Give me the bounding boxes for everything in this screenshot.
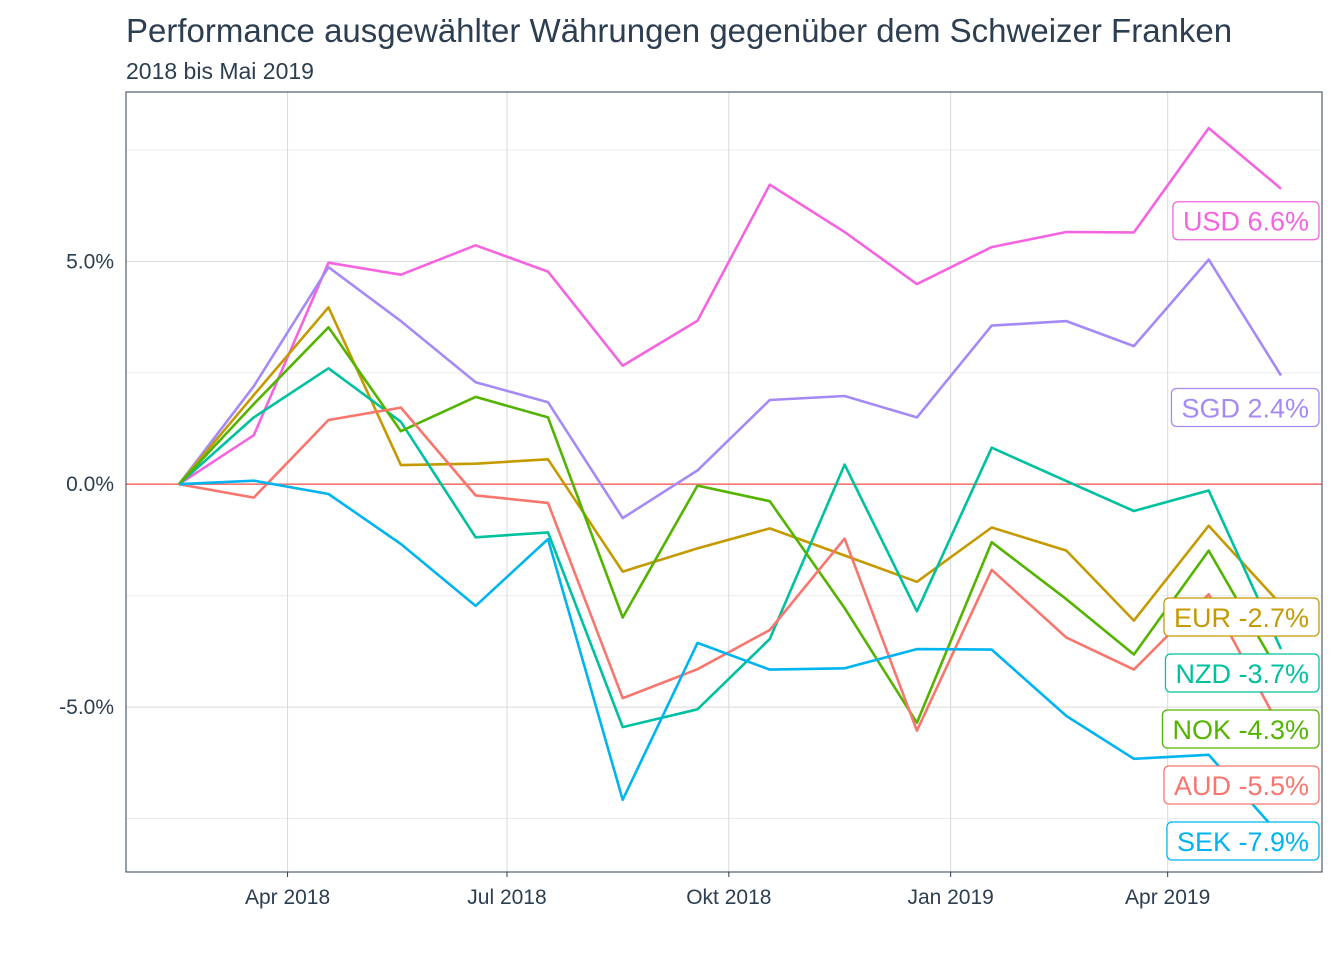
x-tick-label: Apr 2019 — [1125, 886, 1210, 909]
end-label-text: NOK -4.3% — [1172, 715, 1309, 745]
series-line-sek — [178, 479, 1282, 838]
chart-title: Performance ausgewählter Währungen gegen… — [126, 12, 1233, 49]
series-line-nok — [178, 325, 1283, 725]
end-label-box — [1161, 709, 1320, 749]
end-label-text: NZD -3.7% — [1175, 659, 1309, 689]
end-label-box — [1166, 821, 1320, 861]
end-label-text: EUR -2.7% — [1174, 603, 1309, 633]
panel-border — [125, 91, 1323, 873]
x-tick-label: Jan 2019 — [907, 886, 993, 909]
end-label-text: USD 6.6% — [1183, 207, 1309, 237]
series-line-sgd — [177, 258, 1283, 520]
end-label-nok: NOK -4.3% — [1161, 709, 1320, 749]
x-tick-label: Jul 2018 — [467, 886, 546, 909]
end-label-aud: AUD -5.5% — [1163, 765, 1320, 805]
end-label-eur: EUR -2.7% — [1163, 597, 1320, 637]
end-label-sek: SEK -7.9% — [1166, 821, 1320, 861]
x-tick-label: Apr 2018 — [245, 886, 330, 909]
series-line-usd — [178, 126, 1282, 486]
series-line-aud — [178, 406, 1283, 733]
end-label-box — [1163, 765, 1320, 805]
end-label-box — [1164, 653, 1320, 693]
series-line-eur — [178, 305, 1282, 622]
y-tick-label: 0.0% — [66, 473, 114, 496]
end-label-usd: USD 6.6% — [1172, 201, 1320, 241]
y-tick-label: -5.0% — [59, 696, 114, 719]
end-label-nzd: NZD -3.7% — [1164, 653, 1320, 693]
end-label-box — [1170, 387, 1320, 428]
chart-subtitle: 2018 bis Mai 2019 — [126, 58, 314, 84]
end-label-text: SGD 2.4% — [1181, 393, 1309, 423]
end-label-box — [1163, 597, 1320, 637]
end-label-text: AUD -5.5% — [1174, 771, 1309, 801]
series-line-nzd — [178, 366, 1283, 729]
y-tick-label: 5.0% — [66, 250, 114, 273]
x-tick-label: Okt 2018 — [686, 886, 771, 909]
end-label-text: SEK -7.9% — [1177, 827, 1309, 857]
end-label-box — [1172, 201, 1320, 241]
end-label-sgd: SGD 2.4% — [1170, 387, 1320, 428]
